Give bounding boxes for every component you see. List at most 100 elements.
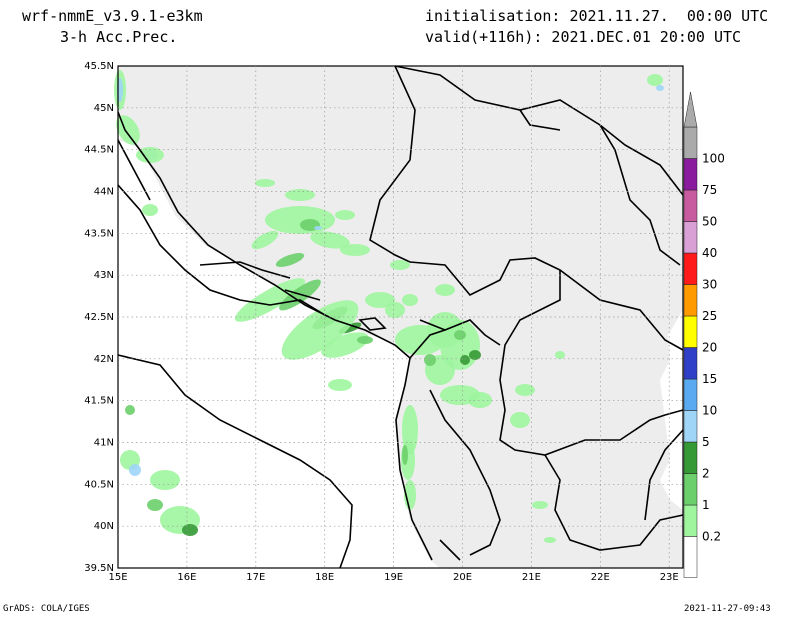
legend-arrow <box>683 91 698 128</box>
legend-label: 15 <box>702 372 717 386</box>
lon-tick-label: 15E <box>108 572 127 583</box>
lon-tick-label: 21E <box>522 572 541 583</box>
lat-tick-label: 45.5N <box>84 61 114 72</box>
precip-area <box>321 332 369 358</box>
precip-area <box>328 379 352 391</box>
precip-area <box>285 189 315 201</box>
lat-tick-label: 41N <box>94 438 114 449</box>
lat-tick-label: 44.5N <box>84 145 114 156</box>
lon-tick-label: 19E <box>384 572 403 583</box>
legend-label: 25 <box>702 309 717 323</box>
valid-time: valid(+116h): 2021.DEC.01 20:00 UTC <box>425 28 742 46</box>
model-title: wrf-nmmE_v3.9.1-e3km <box>22 7 203 25</box>
precip-area <box>385 302 405 318</box>
legend-swatch <box>683 126 698 159</box>
legend-swatch <box>683 221 698 254</box>
precip-area <box>510 412 530 428</box>
precip-area <box>469 350 481 360</box>
legend-label: 1 <box>702 498 710 512</box>
precip-area <box>468 392 492 408</box>
legend-swatch <box>683 473 698 506</box>
legend-label: 10 <box>702 404 717 418</box>
lon-tick-label: 16E <box>177 572 196 583</box>
lon-tick-label: 18E <box>315 572 334 583</box>
legend-swatch <box>683 189 698 222</box>
legend-label: 5 <box>702 435 710 449</box>
precip-area <box>424 354 436 366</box>
legend-swatch <box>683 315 698 348</box>
lat-tick-label: 45N <box>94 103 114 114</box>
precip-area <box>365 292 395 308</box>
precip-area <box>150 470 180 490</box>
lat-tick-label: 42N <box>94 354 114 365</box>
init-time: initialisation: 2021.11.27. 00:00 UTC <box>425 7 769 25</box>
precip-area <box>251 230 279 250</box>
precip-area <box>435 284 455 296</box>
precip-area <box>275 253 305 267</box>
precip-area <box>402 445 408 465</box>
precip-area <box>340 244 370 256</box>
legend-swatch <box>683 252 698 285</box>
precip-area <box>255 179 275 187</box>
legend-label: 75 <box>702 183 717 197</box>
precip-layer <box>114 70 664 543</box>
precip-area <box>357 336 373 344</box>
precip-area <box>656 85 664 91</box>
precip-area <box>310 231 350 249</box>
legend-label: 2 <box>702 467 710 481</box>
legend-swatch <box>683 347 698 380</box>
precip-area <box>515 384 535 396</box>
legend-label: 30 <box>702 278 717 292</box>
lat-tick-label: 39.5N <box>84 563 114 574</box>
lat-tick-label: 44N <box>94 187 114 198</box>
legend-swatch <box>683 441 698 474</box>
legend-label: 100 <box>702 152 725 166</box>
precip-area <box>532 501 548 509</box>
legend-label: 50 <box>702 215 717 229</box>
legend-swatch <box>683 158 698 191</box>
legend-swatch <box>683 410 698 443</box>
aegean-edge <box>660 310 683 510</box>
precip-area <box>314 226 322 230</box>
legend-swatch <box>683 536 698 578</box>
legend-swatch <box>683 378 698 411</box>
precip-area <box>402 294 418 306</box>
legend-label: 20 <box>702 341 717 355</box>
precip-area <box>555 351 565 359</box>
legend-swatch <box>683 504 698 537</box>
legend-swatch <box>683 284 698 317</box>
lon-tick-label: 22E <box>591 572 610 583</box>
lat-tick-label: 43.5N <box>84 228 114 239</box>
lat-tick-label: 43N <box>94 270 114 281</box>
legend-label: 40 <box>702 246 717 260</box>
precip-area <box>235 278 305 322</box>
precip-area <box>390 260 410 270</box>
footer-timestamp: 2021-11-27-09:43 <box>684 604 771 614</box>
lon-tick-label: 17E <box>246 572 265 583</box>
precip-area <box>335 210 355 220</box>
precip-area <box>142 204 158 216</box>
precip-area <box>129 464 141 476</box>
footer-credit: GrADS: COLA/IGES <box>3 604 90 614</box>
precip-area <box>544 537 556 543</box>
precip-area <box>460 355 470 365</box>
precip-area <box>136 147 164 163</box>
lat-tick-label: 41.5N <box>84 396 114 407</box>
precip-area <box>147 499 163 511</box>
lon-tick-label: 20E <box>453 572 472 583</box>
lat-tick-label: 42.5N <box>84 312 114 323</box>
lat-tick-label: 40.5N <box>84 479 114 490</box>
precip-area <box>182 524 198 536</box>
legend-label: 0.2 <box>702 530 721 544</box>
field-title: 3-h Acc.Prec. <box>60 28 178 46</box>
ionian-corner <box>118 440 350 568</box>
axis-labels: 45.5N 45N 44.5N 44N 43.5N 43N 42.5N 42N 41.5N 41N… <box>84 61 678 583</box>
precip-area <box>125 405 135 415</box>
lon-tick-label: 23E <box>660 572 679 583</box>
lat-tick-label: 40N <box>94 521 114 532</box>
precip-area <box>647 74 663 86</box>
precip-area <box>281 300 359 360</box>
precip-area <box>454 330 466 340</box>
